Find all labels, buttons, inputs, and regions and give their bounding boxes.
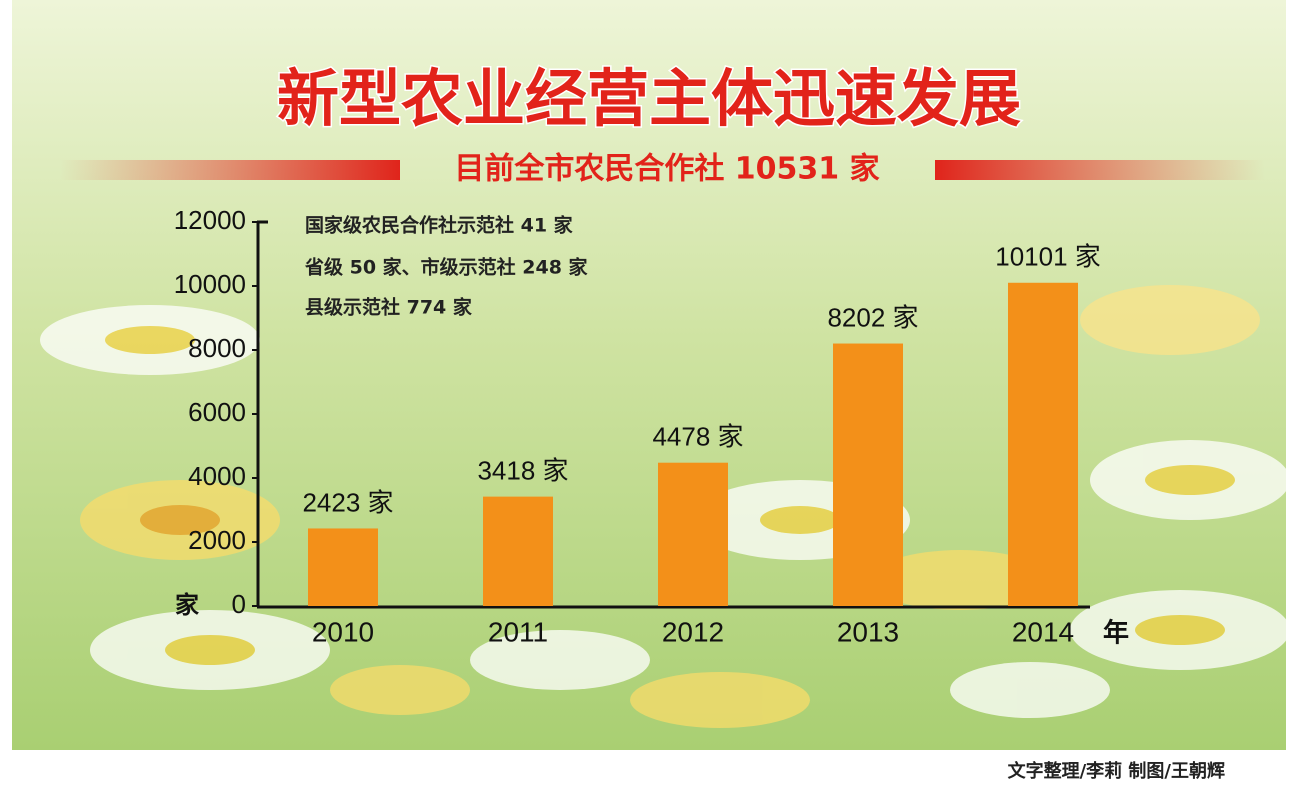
decor-bar — [935, 160, 1265, 180]
y-tick-label: 6000 — [188, 397, 246, 427]
annotation: 县级示范社 774 家 — [305, 296, 473, 319]
value-label: 4478 家 — [652, 422, 743, 452]
y-tick-label: 4000 — [188, 461, 246, 491]
y-unit: 家 — [175, 591, 199, 619]
subtitle: 目前全市农民合作社 10531 家 — [454, 152, 879, 187]
y-tick-label: 0 — [232, 589, 246, 619]
bar — [483, 497, 553, 606]
credit: 文字整理/李莉 制图/王朝辉 — [1008, 760, 1225, 782]
value-label: 2423 家 — [302, 487, 393, 517]
annotation: 国家级农民合作社示范社 41 家 — [305, 214, 574, 237]
bar — [658, 463, 728, 606]
x-tick-label: 2011 — [488, 616, 548, 647]
x-tick-label: 2013 — [837, 616, 899, 647]
x-unit: 年 — [1103, 618, 1129, 649]
value-label: 10101 家 — [995, 242, 1101, 272]
x-tick-label: 2014 — [1012, 616, 1074, 647]
value-label: 8202 家 — [827, 302, 918, 332]
y-tick-label: 8000 — [188, 333, 246, 363]
y-tick-label: 12000 — [174, 205, 246, 235]
chart-title: 新型农业经营主体迅速发展 — [277, 62, 1021, 135]
bar — [833, 344, 903, 606]
decor-bar — [60, 160, 400, 180]
value-label: 3418 家 — [477, 455, 568, 485]
y-tick-label: 10000 — [174, 269, 246, 299]
x-tick-label: 2010 — [312, 616, 374, 647]
annotation: 省级 50 家、市级示范社 248 家 — [304, 256, 589, 279]
bar — [1008, 283, 1078, 606]
chart: 新型农业经营主体迅速发展 目前全市农民合作社 10531 家 国家级农民合作社示… — [0, 0, 1298, 787]
bar — [308, 528, 378, 606]
page: 新型农业经营主体迅速发展 目前全市农民合作社 10531 家 国家级农民合作社示… — [0, 0, 1298, 787]
y-tick-label: 2000 — [188, 525, 246, 555]
x-tick-label: 2012 — [662, 616, 724, 647]
